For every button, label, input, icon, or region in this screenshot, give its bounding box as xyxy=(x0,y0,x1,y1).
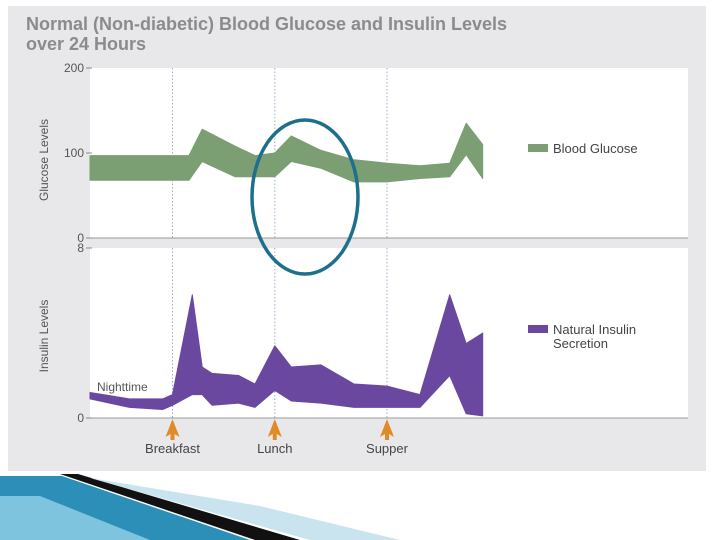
legend-label-insulin-line2: Secretion xyxy=(553,336,608,351)
glucose-y-axis-title: Glucose Levels xyxy=(37,119,51,201)
meal-arrow-icon-1 xyxy=(267,419,282,440)
legend-swatch-insulin xyxy=(528,325,548,333)
title-line-1: Normal (Non-diabetic) Blood Glucose and … xyxy=(26,14,508,34)
insulin-area-band-0 xyxy=(89,294,484,417)
meal-label-2: Supper xyxy=(366,441,409,456)
insulin-y-axis-title: Insulin Levels xyxy=(37,300,51,373)
meal-marker-1: Lunch xyxy=(257,419,293,456)
meal-marker-layer: Breakfast Lunch Supper xyxy=(145,419,409,456)
meal-arrow-icon-2 xyxy=(380,419,394,440)
meal-marker-0: Breakfast xyxy=(145,419,200,456)
glucose-ytick-label-2: 200 xyxy=(64,61,84,75)
insulin-ytick-label-0: 0 xyxy=(77,411,84,425)
glucose-ytick-label-0: 0 xyxy=(77,231,84,245)
meal-label-1: Lunch xyxy=(257,441,292,456)
insulin-area-layer xyxy=(89,294,484,417)
meal-label-0: Breakfast xyxy=(145,441,200,456)
legend-label-blood-glucose: Blood Glucose xyxy=(553,141,638,156)
glucose-ytick-label-1: 100 xyxy=(64,146,84,160)
insulin-ytick-label-1: 8 xyxy=(77,241,84,255)
footer-swoosh xyxy=(0,474,400,540)
meal-arrow-icon-0 xyxy=(165,419,180,440)
chart-title: Normal (Non-diabetic) Blood Glucose and … xyxy=(26,14,507,54)
glucose-plot-background xyxy=(90,68,688,238)
title-line-2: over 24 Hours xyxy=(26,34,147,54)
legend-label-insulin-line1: Natural Insulin xyxy=(553,322,636,337)
legend-swatch-blood-glucose xyxy=(528,144,548,152)
glucose-area-band-0 xyxy=(89,122,484,183)
glucose-area-layer xyxy=(89,122,484,183)
meal-marker-2: Supper xyxy=(366,419,409,456)
highlight-ellipse xyxy=(250,118,360,276)
nighttime-annotation: Nighttime xyxy=(97,380,148,394)
